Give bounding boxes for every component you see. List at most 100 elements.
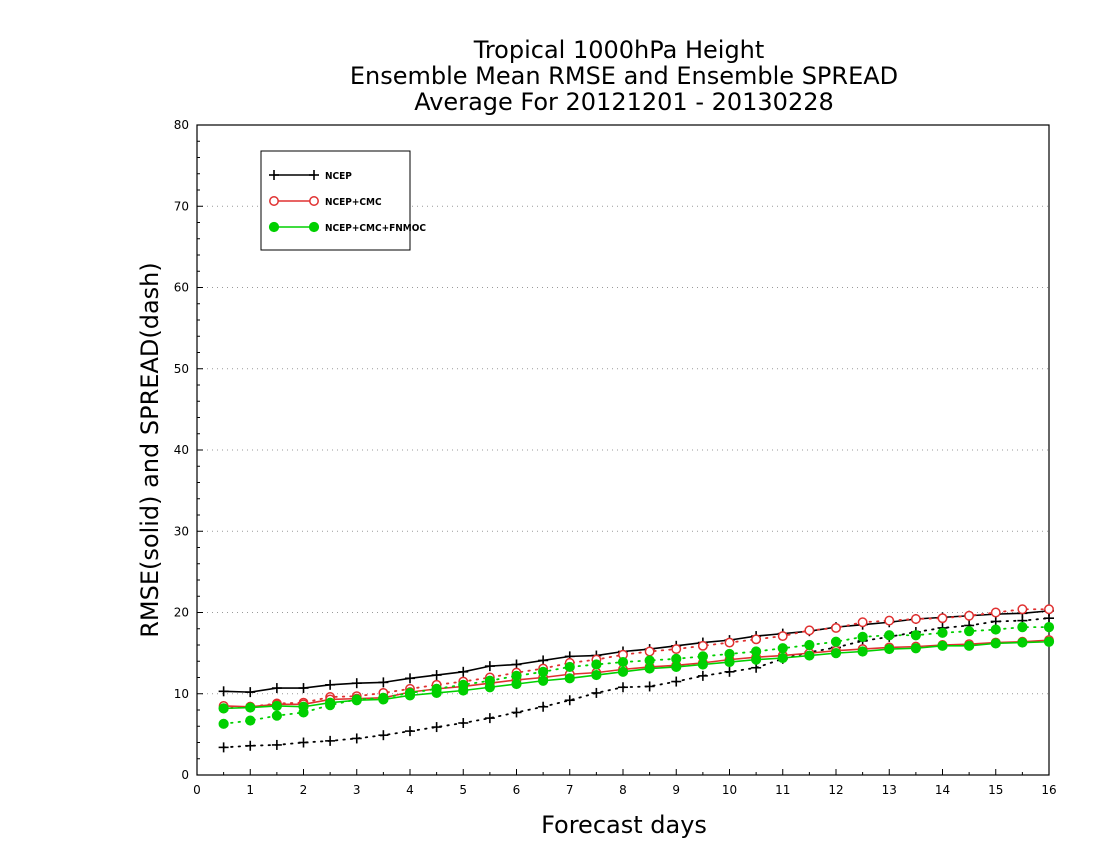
- rmse-point-ncep-cmc-fnmoc: [644, 663, 655, 674]
- legend-marker-right-ncep-cmc-fnmoc: [308, 221, 320, 233]
- spread-point-ncep: [218, 742, 229, 753]
- spread-point-ncep: [591, 687, 602, 698]
- spread-point-ncep-cmc-fnmoc: [937, 627, 948, 638]
- legend-label-ncep: NCEP: [325, 171, 352, 182]
- spread-point-ncep: [431, 722, 442, 733]
- y-tick-label: 20: [174, 606, 189, 620]
- rmse-point-ncep-cmc-fnmoc: [1017, 637, 1028, 648]
- rmse-point-ncep-cmc-fnmoc: [671, 661, 682, 673]
- x-tick-label: 5: [459, 783, 467, 797]
- y-tick-label: 70: [174, 199, 189, 213]
- rmse-point-ncep: [271, 683, 282, 694]
- spread-point-ncep-cmc-fnmoc: [617, 656, 629, 668]
- x-tick-label: 0: [193, 783, 201, 797]
- spread-point-ncep-cmc-fnmoc: [245, 715, 256, 726]
- spread-point-ncep-cmc: [884, 615, 895, 626]
- rmse-point-ncep-cmc-fnmoc: [884, 643, 895, 655]
- spread-point-ncep: [378, 730, 389, 741]
- spread-point-ncep-cmc: [804, 625, 815, 636]
- legend-item-ncep-cmc: NCEP+CMC: [269, 196, 382, 208]
- spread-point-ncep-cmc-fnmoc: [884, 630, 895, 641]
- x-tick-label: 8: [619, 783, 627, 797]
- y-tick-label: 40: [174, 443, 189, 457]
- spread-point-ncep-cmc-fnmoc: [857, 631, 868, 642]
- y-tick-label: 50: [174, 362, 189, 376]
- rmse-point-ncep: [484, 661, 495, 672]
- spread-point-ncep-cmc: [697, 640, 708, 651]
- rmse-point-ncep: [405, 673, 415, 684]
- rmse-point-ncep: [325, 679, 336, 690]
- y-tick-label: 0: [181, 768, 189, 782]
- x-tick-label: 15: [988, 783, 1003, 797]
- spread-point-ncep: [538, 701, 549, 712]
- legend-marker-left-ncep-cmc: [269, 196, 279, 206]
- y-tick-label: 30: [174, 524, 189, 538]
- x-tick-label: 12: [828, 783, 843, 797]
- rmse-point-ncep: [218, 686, 229, 697]
- spread-point-ncep-cmc-fnmoc: [591, 659, 602, 670]
- chart-title-line-1: Tropical 1000hPa Height: [473, 36, 765, 64]
- legend-item-ncep: NCEP: [269, 170, 352, 182]
- spread-point-ncep-cmc: [644, 646, 655, 657]
- series-ncep-cmc: [218, 604, 1054, 714]
- rmse-point-ncep-cmc-fnmoc: [1043, 636, 1055, 647]
- spread-point-ncep-cmc: [910, 614, 921, 624]
- spread-point-ncep-cmc-fnmoc: [910, 630, 921, 641]
- spread-point-ncep: [644, 681, 655, 692]
- rmse-line-ncep: [223, 610, 1050, 693]
- rmse-point-ncep-cmc-fnmoc: [325, 697, 336, 708]
- x-tick-label: 6: [513, 783, 521, 797]
- spread-point-ncep: [245, 740, 256, 751]
- spread-point-ncep-cmc: [671, 644, 682, 655]
- rmse-point-ncep-cmc-fnmoc: [964, 640, 975, 651]
- rmse-point-ncep-cmc-fnmoc: [484, 682, 495, 693]
- spread-point-ncep: [564, 695, 575, 706]
- legend-marker-left-ncep-cmc-fnmoc: [268, 221, 280, 233]
- series-ncep-cmc-fnmoc: [218, 622, 1055, 729]
- spread-point-ncep-cmc-fnmoc: [218, 718, 229, 729]
- rmse-point-ncep-cmc-fnmoc: [431, 687, 442, 699]
- rmse-point-ncep: [431, 670, 442, 681]
- spread-point-ncep-cmc: [777, 631, 788, 642]
- rmse-point-ncep-cmc-fnmoc: [351, 695, 362, 706]
- spread-point-ncep-cmc: [1044, 604, 1054, 615]
- rmse-point-ncep-cmc-fnmoc: [591, 669, 602, 681]
- spread-point-ncep: [724, 666, 735, 677]
- y-tick-label: 10: [174, 687, 189, 701]
- spread-point-ncep: [618, 682, 628, 693]
- rmse-point-ncep-cmc-fnmoc: [271, 700, 282, 712]
- x-tick-label: 7: [566, 783, 574, 797]
- spread-point-ncep-cmc: [751, 634, 762, 645]
- rmse-point-ncep: [351, 678, 362, 689]
- rmse-point-ncep-cmc-fnmoc: [804, 650, 815, 661]
- rmse-point-ncep-cmc-fnmoc: [857, 646, 868, 657]
- spread-point-ncep-cmc-fnmoc: [1043, 622, 1055, 633]
- spread-point-ncep-cmc-fnmoc: [271, 710, 282, 721]
- rmse-point-ncep-cmc-fnmoc: [937, 640, 948, 651]
- rmse-point-ncep-cmc-fnmoc: [404, 690, 416, 701]
- x-tick-label: 1: [246, 783, 254, 797]
- spread-point-ncep-cmc-fnmoc: [538, 666, 549, 677]
- spread-point-ncep: [511, 707, 522, 718]
- series-ncep: [218, 605, 1054, 753]
- x-tick-label: 2: [300, 783, 308, 797]
- legend-marker-left-ncep: [269, 170, 279, 180]
- legend-marker-right-ncep: [309, 170, 319, 180]
- grid-layer: [197, 205, 1049, 695]
- x-axis-title: Forecast days: [541, 811, 707, 839]
- rmse-point-ncep-cmc-fnmoc: [724, 656, 735, 668]
- x-tick-label: 11: [775, 783, 790, 797]
- spread-point-ncep: [671, 676, 682, 687]
- rmse-point-ncep-cmc-fnmoc: [378, 694, 389, 705]
- chart-title-line-3: Average For 20121201 - 20130228: [414, 88, 834, 116]
- spread-point-ncep-cmc: [724, 637, 735, 648]
- spread-point-ncep-cmc: [964, 610, 975, 621]
- spread-point-ncep: [271, 739, 282, 750]
- x-tick-label: 4: [406, 783, 414, 797]
- rmse-point-ncep: [378, 677, 389, 688]
- rmse-point-ncep-cmc-fnmoc: [298, 701, 309, 712]
- rmse-point-ncep-cmc-fnmoc: [830, 648, 842, 659]
- rmse-point-ncep-cmc-fnmoc: [538, 675, 549, 686]
